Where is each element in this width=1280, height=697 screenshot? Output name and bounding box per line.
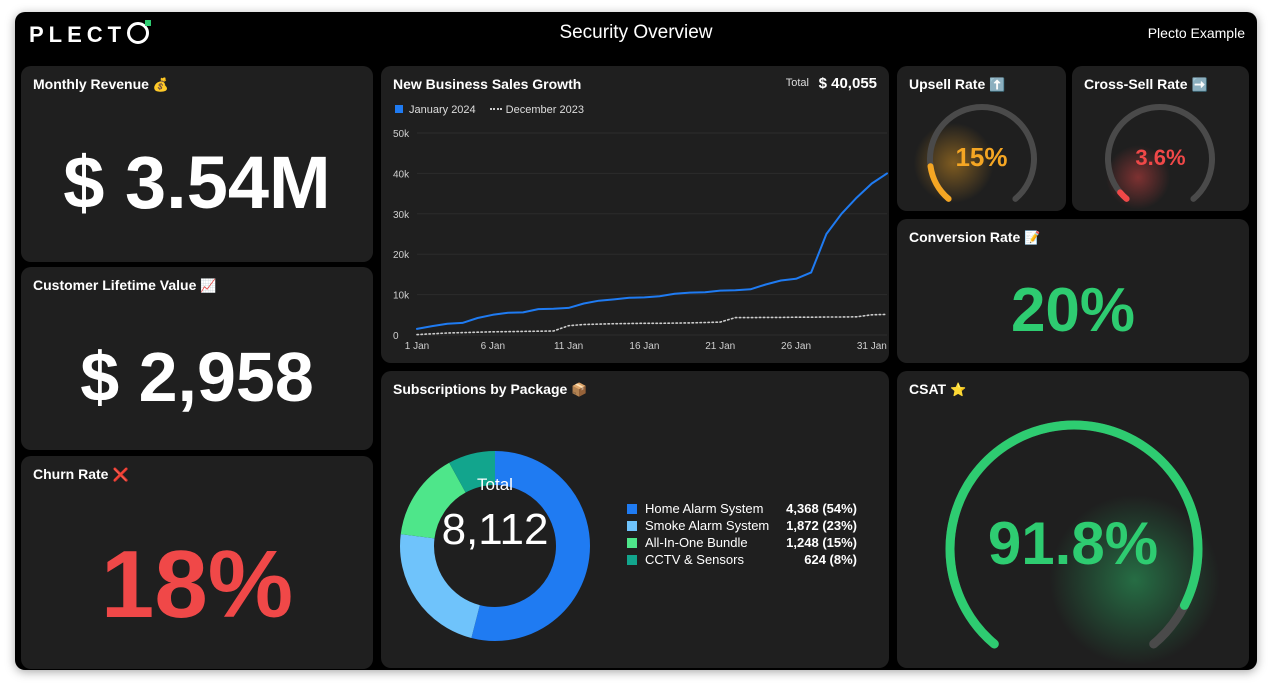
- legend-previous-label: December 2023: [505, 104, 584, 116]
- csat-widget[interactable]: CSAT ⭐ 91.8%: [897, 371, 1249, 668]
- y-tick-label: 10k: [393, 291, 410, 302]
- upsell-gauge: [913, 104, 1037, 203]
- chart-legend[interactable]: January 2024 December 2023: [395, 104, 584, 116]
- dashboard-frame: PLECT Security Overview Plecto Example M…: [15, 12, 1257, 670]
- donut-slice: [400, 534, 481, 639]
- legend-swatch: [627, 504, 637, 514]
- money-bag-icon: 💰: [152, 77, 170, 92]
- x-tick-label: 21 Jan: [705, 341, 735, 352]
- chart-increasing-icon: 📈: [200, 278, 217, 293]
- clv-widget[interactable]: Customer Lifetime Value 📈 $ 2,958: [21, 267, 373, 450]
- x-tick-label: 16 Jan: [629, 341, 659, 352]
- page-title: Security Overview: [559, 22, 713, 43]
- plecto-logo: PLECT: [29, 20, 152, 48]
- legend-item-name: Smoke Alarm System: [645, 518, 770, 533]
- cross-mark-icon: ❌: [112, 467, 129, 482]
- widget-title: Cross-Sell Rate ➡️: [1084, 76, 1208, 92]
- widget-title: Churn Rate ❌: [33, 466, 129, 482]
- donut-total-label: Total: [477, 475, 513, 494]
- legend-swatch: [627, 555, 637, 565]
- monthly-revenue-widget[interactable]: Monthly Revenue 💰 $ 3.54M: [21, 66, 373, 262]
- conversion-rate-widget[interactable]: Conversion Rate 📝 20%: [897, 219, 1249, 363]
- legend-item-value: 1,872 (23%): [786, 518, 857, 533]
- churn-rate-value: 18%: [100, 531, 294, 638]
- widget-title: New Business Sales Growth: [393, 76, 582, 92]
- star-icon: ⭐: [950, 382, 967, 397]
- monthly-revenue-value: $ 3.54M: [63, 141, 331, 224]
- widget-title: Customer Lifetime Value 📈: [33, 277, 217, 293]
- gauge-track: [1105, 104, 1215, 202]
- sales-line-chart[interactable]: 0 10k 20k 30k 40k 50k 1 Jan 6 Jan 11 Jan 16 Jan 21…: [381, 66, 889, 363]
- legend-item[interactable]: Smoke Alarm System 1,872 (23%): [627, 518, 867, 535]
- x-tick-label: 11 Jan: [554, 341, 583, 352]
- cross-sell-rate-value: 3.6%: [1135, 145, 1186, 170]
- up-arrow-icon: ⬆️: [989, 77, 1006, 92]
- legend-current-label: January 2024: [409, 104, 476, 116]
- y-tick-label: 50k: [393, 129, 410, 140]
- chart-total-label: Total: [785, 77, 809, 89]
- csat-gauge: [945, 420, 1220, 666]
- memo-icon: 📝: [1024, 230, 1041, 245]
- subscriptions-widget[interactable]: Subscriptions by Package 📦 Total 8,112 Ho…: [381, 371, 889, 668]
- x-tick-label: 1 Jan: [405, 341, 429, 352]
- legend-item[interactable]: CCTV & Sensors 624 (8%): [627, 552, 867, 569]
- logo-o-mark-icon: [127, 20, 152, 44]
- legend-item-name: CCTV & Sensors: [645, 552, 744, 567]
- legend-item[interactable]: Home Alarm System 4,368 (54%): [627, 501, 867, 518]
- right-arrow-icon: ➡️: [1191, 77, 1208, 92]
- csat-value: 91.8%: [987, 510, 1159, 577]
- sales-growth-widget[interactable]: New Business Sales Growth Total $ 40,055…: [381, 66, 889, 363]
- account-name[interactable]: Plecto Example: [1147, 25, 1245, 41]
- legend-swatch: [627, 521, 637, 531]
- widget-title: Conversion Rate 📝: [909, 229, 1041, 245]
- gauge-value-arc: [1117, 189, 1130, 202]
- legend-item-name: Home Alarm System: [645, 501, 764, 516]
- churn-rate-widget[interactable]: Churn Rate ❌ 18%: [21, 456, 373, 669]
- legend-swatch: [627, 538, 637, 548]
- y-tick-label: 30k: [393, 210, 410, 221]
- legend-current-swatch: [395, 105, 403, 113]
- donut-slice: [471, 451, 590, 641]
- legend-item-value: 1,248 (15%): [786, 535, 857, 550]
- subscriptions-legend: Home Alarm System 4,368 (54%) Smoke Alar…: [627, 501, 867, 569]
- series-line-january-2024: [416, 172, 888, 330]
- widget-title: Upsell Rate ⬆️: [909, 76, 1006, 92]
- donut-slice: [449, 451, 496, 493]
- legend-item-value: 624 (8%): [804, 552, 857, 567]
- x-tick-label: 6 Jan: [481, 341, 505, 352]
- series-line-december-2023: [416, 313, 888, 336]
- widget-title: Monthly Revenue 💰: [33, 76, 170, 92]
- y-tick-label: 0: [393, 331, 399, 342]
- x-tick-label: 26 Jan: [781, 341, 811, 352]
- gauge-value-arc: [945, 420, 1203, 649]
- dashboard-header: PLECT Security Overview Plecto Example: [15, 12, 1257, 60]
- x-tick-label: 31 Jan: [857, 341, 887, 352]
- widget-title: Subscriptions by Package 📦: [393, 381, 588, 397]
- y-tick-label: 20k: [393, 250, 410, 261]
- legend-item-value: 4,368 (54%): [786, 501, 857, 516]
- y-tick-label: 40k: [393, 169, 410, 180]
- widget-title: CSAT ⭐: [909, 381, 967, 397]
- conversion-rate-value: 20%: [1010, 276, 1136, 345]
- upsell-rate-widget[interactable]: Upsell Rate ⬆️ 15%: [897, 66, 1066, 211]
- package-icon: 📦: [571, 382, 588, 397]
- legend-item[interactable]: All-In-One Bundle 1,248 (15%): [627, 535, 867, 552]
- donut-slice: [400, 462, 467, 540]
- legend-previous-swatch: [489, 107, 502, 110]
- chart-total-value: $ 40,055: [818, 75, 877, 92]
- gauge-value-arc: [927, 163, 952, 202]
- donut-total-value: 8,112: [441, 505, 549, 554]
- subscriptions-donut-chart[interactable]: [381, 421, 601, 661]
- cross-sell-gauge: [1105, 104, 1215, 210]
- cross-sell-rate-widget[interactable]: Cross-Sell Rate ➡️ 3.6%: [1072, 66, 1249, 211]
- upsell-rate-value: 15%: [955, 142, 1008, 172]
- clv-value: $ 2,958: [80, 338, 314, 416]
- legend-item-name: All-In-One Bundle: [645, 535, 748, 550]
